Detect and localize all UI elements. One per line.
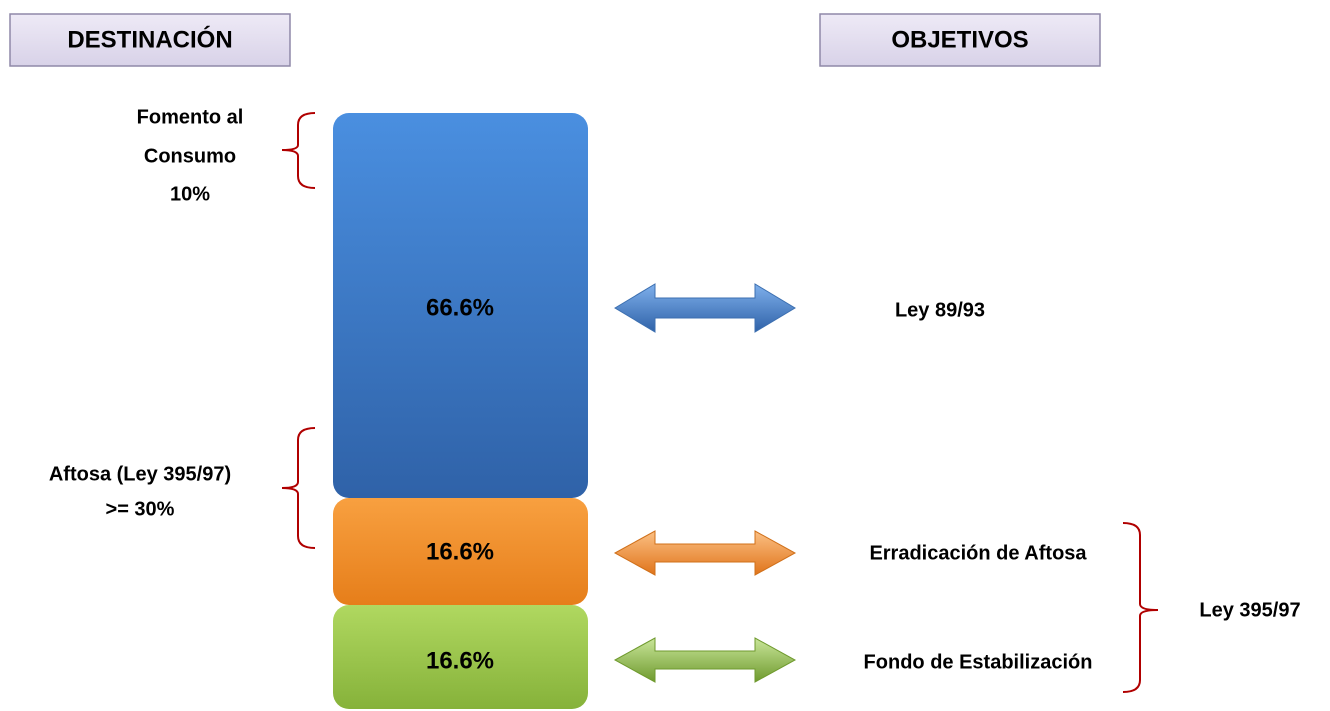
block-label: 16.6%	[426, 647, 494, 674]
block-label: 16.6%	[426, 538, 494, 565]
header-box	[819, 13, 1101, 67]
header-left: DESTINACIÓN	[67, 25, 232, 53]
bracket	[281, 427, 316, 549]
block	[333, 605, 588, 709]
objective: Ley 89/93	[895, 299, 985, 321]
group-label: Ley 395/97	[1199, 599, 1300, 621]
double-arrow	[613, 530, 797, 576]
left-label: Fomento al	[137, 106, 244, 128]
bracket	[281, 112, 316, 189]
block	[333, 113, 588, 498]
double-arrow	[613, 637, 797, 683]
block-label: 66.6%	[426, 294, 494, 321]
block	[333, 498, 588, 605]
header-right: OBJETIVOS	[891, 26, 1028, 53]
left-label: 10%	[170, 183, 210, 205]
double-arrow	[614, 283, 796, 333]
bracket	[1122, 522, 1159, 693]
objective: Fondo de Estabilización	[864, 651, 1093, 673]
left-label: Aftosa (Ley 395/97)	[49, 463, 231, 485]
left-label: Consumo	[144, 145, 236, 167]
objective: Erradicación de Aftosa	[869, 542, 1087, 564]
left-label: >= 30%	[106, 498, 175, 520]
header-box	[9, 13, 291, 67]
